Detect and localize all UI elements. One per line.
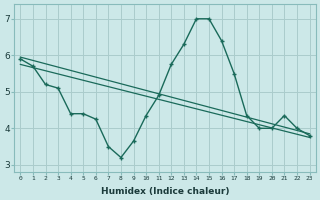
X-axis label: Humidex (Indice chaleur): Humidex (Indice chaleur) bbox=[101, 187, 229, 196]
